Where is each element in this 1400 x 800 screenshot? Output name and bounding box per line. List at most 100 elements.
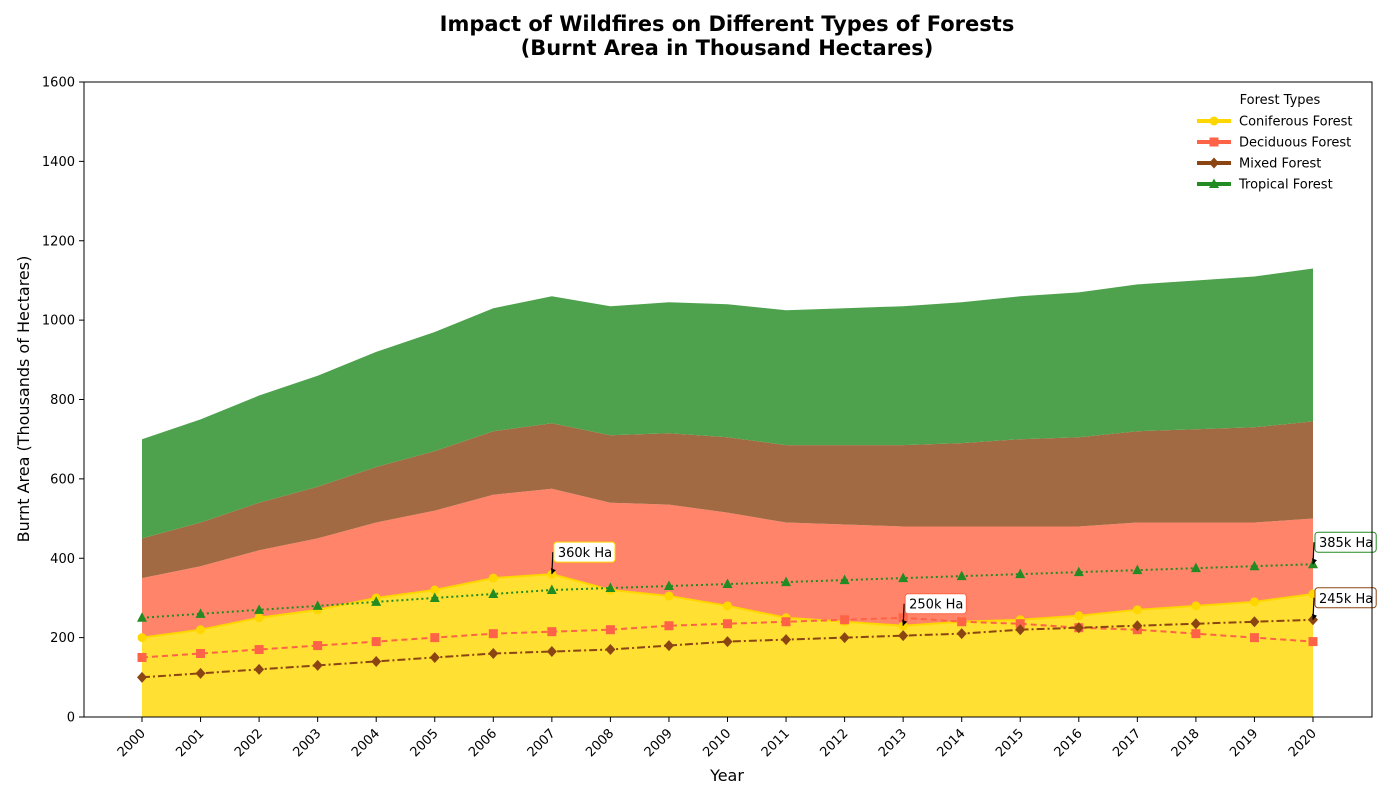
- x-tick-label: 2011: [759, 726, 793, 760]
- point-coniferous-forest-2019: [1249, 597, 1259, 607]
- point-tropical-forest-2002: [254, 604, 265, 614]
- series-tropical-forest: [137, 558, 1318, 622]
- legend: Forest Types Coniferous Forest Deciduous F…: [1197, 93, 1353, 193]
- point-mixed-forest-2009: [663, 640, 674, 652]
- series-lines: [137, 558, 1318, 683]
- x-tick-label: 2007: [525, 726, 559, 760]
- area-tropical-forest: [142, 268, 1313, 539]
- legend-marker-coniferous-forest: [1209, 116, 1219, 126]
- x-tick-label: 2004: [349, 726, 383, 760]
- annotation-arrowhead: [1312, 558, 1317, 565]
- point-deciduous-forest-2003: [313, 641, 323, 651]
- point-deciduous-forest-2010: [723, 619, 732, 629]
- legend-item-mixed-forest: Mixed Forest: [1197, 157, 1321, 172]
- point-coniferous-forest-2009: [664, 591, 674, 601]
- x-tick-label: 2015: [993, 726, 1027, 760]
- point-mixed-forest-2001: [195, 667, 206, 679]
- area-deciduous-forest: [142, 488, 1313, 638]
- point-deciduous-forest-2014: [957, 617, 967, 627]
- y-tick-label: 1000: [42, 314, 75, 329]
- point-deciduous-forest-2004: [371, 637, 381, 647]
- annotation-box: [904, 593, 967, 615]
- y-tick-label: 800: [50, 393, 75, 408]
- point-mixed-forest-2004: [371, 655, 382, 667]
- point-tropical-forest-2003: [312, 600, 323, 610]
- point-tropical-forest-2001: [195, 608, 206, 618]
- legend-item-tropical-forest: Tropical Forest: [1197, 178, 1333, 193]
- x-tick-label: 2018: [1169, 726, 1203, 760]
- legend-label-tropical-forest: Tropical Forest: [1238, 178, 1333, 193]
- point-tropical-forest-2016: [1073, 566, 1084, 577]
- point-tropical-forest-2018: [1190, 562, 1201, 573]
- x-tick-label: 2006: [466, 726, 500, 760]
- point-mixed-forest-2003: [312, 659, 323, 671]
- point-mixed-forest-2008: [605, 644, 616, 656]
- point-tropical-forest-2000: [137, 612, 147, 622]
- x-tick-label: 2017: [1110, 726, 1144, 760]
- y-tick-label: 1600: [42, 76, 75, 91]
- legend-label-mixed-forest: Mixed Forest: [1239, 157, 1321, 172]
- point-mixed-forest-2013: [898, 630, 909, 642]
- point-tropical-forest-2007: [546, 584, 557, 594]
- point-tropical-forest-2005: [429, 592, 440, 602]
- x-tick-label: 2010: [700, 726, 734, 760]
- x-tick-label: 2012: [817, 726, 851, 760]
- annotation-box: [1314, 531, 1377, 553]
- x-tick-label: 2000: [115, 726, 149, 760]
- chart-title-line-1: Impact of Wildfires on Different Types o…: [440, 12, 1015, 36]
- x-tick-label: 2001: [173, 726, 207, 760]
- point-mixed-forest-2015: [1015, 624, 1026, 636]
- annotation-label: 250k Ha: [909, 598, 963, 613]
- point-deciduous-forest-2001: [196, 649, 206, 658]
- annotation-arrowhead: [1312, 613, 1317, 620]
- x-tick-label: 2014: [935, 726, 969, 760]
- point-deciduous-forest-2002: [254, 645, 264, 655]
- chart-title-line-2: (Burnt Area in Thousand Hectares): [521, 36, 934, 60]
- point-mixed-forest-2005: [429, 651, 440, 663]
- annotations: 360k Ha 250k Ha 245k Ha 385k Ha: [550, 531, 1377, 626]
- annotation-box: [553, 541, 616, 563]
- point-deciduous-forest-2005: [430, 633, 440, 643]
- point-mixed-forest-2011: [781, 634, 792, 646]
- y-tick-label: 200: [50, 631, 75, 646]
- point-tropical-forest-2019: [1249, 560, 1260, 571]
- point-coniferous-forest-2018: [1191, 601, 1201, 611]
- point-coniferous-forest-2017: [1132, 605, 1142, 615]
- point-tropical-forest-2004: [371, 596, 382, 606]
- point-tropical-forest-2008: [605, 582, 616, 593]
- annotation-label: 385k Ha: [1319, 536, 1373, 551]
- x-tick-label: 2009: [642, 726, 676, 760]
- point-mixed-forest-2000: [137, 671, 147, 683]
- legend-marker-tropical-forest: [1209, 178, 1219, 188]
- y-axis-label: Burnt Area (Thousands of Hectares): [14, 256, 33, 543]
- y-tick-label: 600: [50, 472, 75, 487]
- point-deciduous-forest-2012: [840, 615, 850, 625]
- point-coniferous-forest-2006: [488, 573, 498, 583]
- legend-item-coniferous-forest: Coniferous Forest: [1197, 115, 1353, 130]
- point-coniferous-forest-2002: [254, 613, 264, 623]
- point-mixed-forest-2012: [839, 632, 850, 644]
- point-deciduous-forest-2008: [605, 625, 615, 635]
- chart-title: Impact of Wildfires on Different Types o…: [440, 12, 1015, 60]
- point-mixed-forest-2002: [254, 663, 265, 675]
- point-coniferous-forest-2010: [723, 601, 732, 611]
- legend-marker-mixed-forest: [1209, 157, 1219, 169]
- annotation-label: 245k Ha: [1319, 592, 1373, 607]
- x-axis-label: Year: [709, 766, 744, 785]
- annotation-245k-ha: 245k Ha: [1312, 587, 1377, 620]
- stacked-areas: [142, 268, 1313, 717]
- y-tick-label: 1400: [42, 155, 75, 170]
- point-coniferous-forest-2001: [196, 625, 206, 635]
- series-mixed-forest: [137, 614, 1318, 683]
- annotation-arrowhead: [902, 619, 908, 626]
- point-tropical-forest-2015: [1015, 568, 1026, 579]
- point-deciduous-forest-2020: [1308, 637, 1318, 647]
- point-coniferous-forest-2005: [430, 585, 440, 595]
- point-mixed-forest-2019: [1249, 616, 1260, 628]
- legend-label-deciduous-forest: Deciduous Forest: [1239, 136, 1351, 151]
- point-deciduous-forest-2015: [1015, 619, 1025, 629]
- annotation-box: [1314, 587, 1377, 609]
- point-mixed-forest-2016: [1073, 622, 1084, 634]
- y-tick-label: 400: [50, 552, 75, 567]
